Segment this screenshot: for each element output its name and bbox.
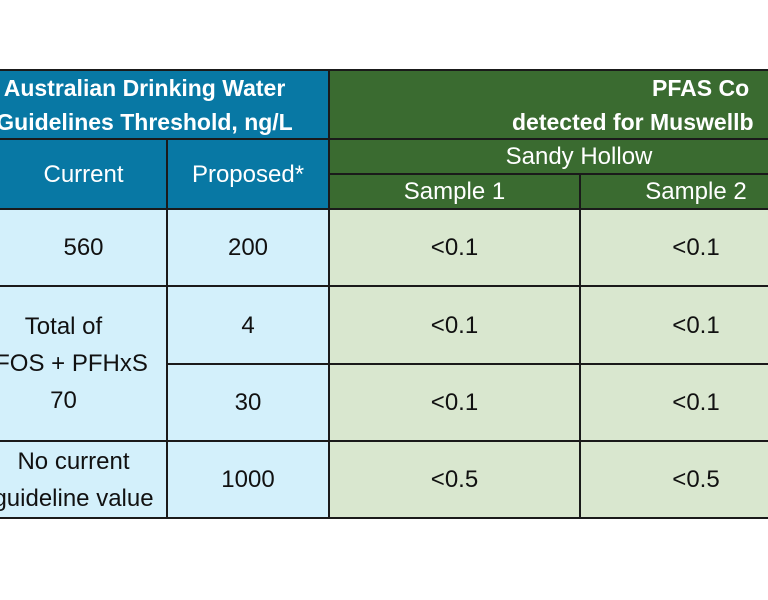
row1-sample2-value: <0.1: [672, 234, 720, 261]
row2-sample2-value: <0.1: [672, 311, 720, 339]
grid-line-row3-bottom: [0, 440, 768, 442]
grid-line-top: [0, 69, 768, 71]
row3-sample2-value: <0.1: [672, 389, 720, 416]
row1-proposed-value: 200: [227, 234, 269, 261]
row2-current: Total of PFOS + PFHxS 70: [0, 286, 167, 441]
threshold-header: Australian Drinking Water Guidelines Thr…: [0, 70, 329, 139]
row2-sample1: <0.1: [329, 286, 580, 364]
row1-current: 560: [0, 209, 167, 286]
threshold-header-line1: Australian Drinking Water: [3, 74, 286, 101]
row1-sample2: <0.1: [580, 209, 768, 286]
grid-line-site-bottom: [329, 173, 768, 175]
row2-current-line1: Total of: [24, 313, 103, 340]
grid-line-bottom: [0, 517, 768, 519]
row4-proposed: 1000: [167, 441, 329, 518]
sample1-column-header: Sample 1: [329, 174, 580, 209]
row2-current-line3: 70: [50, 387, 77, 414]
proposed-column-header: Proposed*: [167, 139, 329, 209]
sample1-column-label: Sample 1: [403, 178, 506, 205]
grid-line-col-pfas: [328, 69, 330, 519]
current-column-label: Current: [43, 160, 124, 188]
row1-proposed: 200: [167, 209, 329, 286]
grid-line-col-sample2: [579, 173, 581, 519]
row1-current-value: 560: [63, 234, 104, 261]
row4-current-line2: guideline value: [0, 484, 154, 512]
pfas-header-line1: PFAS Co: [652, 74, 750, 101]
grid-line-header-bottom: [0, 208, 768, 210]
grid-line-header-mid: [0, 138, 768, 140]
pfas-header-line2: detected for Muswellb: [512, 108, 754, 135]
row2-current-line2: PFOS + PFHxS: [0, 350, 148, 377]
sample2-column-label: Sample 2: [645, 178, 747, 205]
row1-sample1-value: <0.1: [430, 234, 479, 261]
grid-line-col-proposed: [166, 138, 168, 519]
site-column-header: Sandy Hollow: [329, 139, 768, 174]
row4-sample1-value: <0.5: [430, 466, 479, 493]
grid-line-row2-bottom: [167, 363, 768, 365]
pfas-header: PFAS Co detected for Muswellb: [329, 70, 768, 139]
row4-sample2: <0.5: [580, 441, 768, 518]
row4-current-line1: No current: [17, 447, 130, 475]
threshold-header-line2: Guidelines Threshold, ng/L: [0, 108, 293, 135]
grid-line-row1-bottom: [0, 285, 768, 287]
row4-sample2-value: <0.5: [672, 466, 720, 493]
site-column-label: Sandy Hollow: [505, 143, 653, 170]
row1-sample1: <0.1: [329, 209, 580, 286]
row2-proposed: 4: [167, 286, 329, 364]
row3-proposed: 30: [167, 364, 329, 441]
row4-proposed-value: 1000: [221, 466, 275, 493]
row2-sample2: <0.1: [580, 286, 768, 364]
row3-proposed-value: 30: [234, 389, 262, 416]
sample2-column-header: Sample 2: [580, 174, 768, 209]
row3-sample2: <0.1: [580, 364, 768, 441]
row4-current: No current guideline value: [0, 441, 167, 518]
current-column-header: Current: [0, 139, 167, 209]
proposed-column-label: Proposed*: [191, 160, 305, 188]
row4-sample1: <0.5: [329, 441, 580, 518]
row3-sample1-value: <0.1: [430, 389, 479, 416]
row2-proposed-value: 4: [241, 311, 255, 339]
row2-sample1-value: <0.1: [430, 311, 479, 339]
row3-sample1: <0.1: [329, 364, 580, 441]
